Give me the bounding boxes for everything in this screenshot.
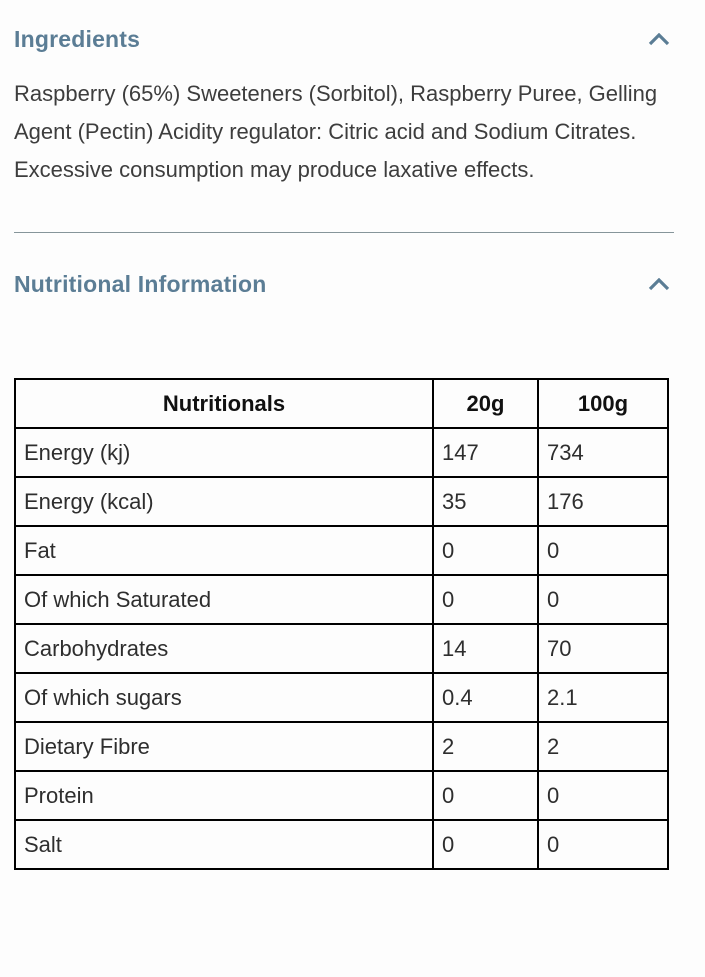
value-20g: 0 (432, 574, 539, 625)
value-20g: 0.4 (432, 672, 539, 723)
nutrient-label: Dietary Fibre (14, 721, 434, 772)
nutrition-section: Nutritional Information Nutritionals 20g… (14, 271, 671, 870)
nutrition-accordion-header[interactable]: Nutritional Information (14, 271, 671, 298)
value-100g: 2.1 (537, 672, 669, 723)
value-100g: 70 (537, 623, 669, 674)
nutrition-table: Nutritionals 20g 100g Energy (kj) 147 73… (14, 378, 669, 870)
value-20g: 0 (432, 819, 539, 870)
nutrient-label: Of which Saturated (14, 574, 434, 625)
table-row: Energy (kcal) 35 176 (14, 476, 669, 527)
table-row: Of which Saturated 0 0 (14, 574, 669, 625)
nutrient-label: Protein (14, 770, 434, 821)
value-100g: 0 (537, 525, 669, 576)
nutrient-label: Carbohydrates (14, 623, 434, 674)
table-row: Protein 0 0 (14, 770, 669, 821)
table-row: Salt 0 0 (14, 819, 669, 870)
value-20g: 2 (432, 721, 539, 772)
value-20g: 35 (432, 476, 539, 527)
table-row: Carbohydrates 14 70 (14, 623, 669, 674)
value-100g: 734 (537, 427, 669, 478)
ingredients-text: Raspberry (65%) Sweeteners (Sorbitol), R… (14, 81, 658, 182)
ingredients-accordion-header[interactable]: Ingredients (14, 26, 671, 53)
value-20g: 14 (432, 623, 539, 674)
table-row: Energy (kj) 147 734 (14, 427, 669, 478)
value-100g: 0 (537, 574, 669, 625)
section-divider (14, 232, 674, 233)
value-100g: 0 (537, 819, 669, 870)
table-row: Of which sugars 0.4 2.1 (14, 672, 669, 723)
chevron-up-icon[interactable] (647, 277, 671, 293)
ingredients-title: Ingredients (14, 26, 141, 52)
nutrient-label: Energy (kcal) (14, 476, 434, 527)
value-20g: 0 (432, 525, 539, 576)
value-20g: 0 (432, 770, 539, 821)
value-100g: 176 (537, 476, 669, 527)
value-100g: 0 (537, 770, 669, 821)
header-20g: 20g (432, 378, 539, 429)
nutrient-label: Of which sugars (14, 672, 434, 723)
ingredients-section: Ingredients Raspberry (65%) Sweeteners (… (14, 26, 671, 189)
chevron-up-icon[interactable] (647, 32, 671, 48)
value-100g: 2 (537, 721, 669, 772)
nutrition-title: Nutritional Information (14, 271, 267, 297)
nutrient-label: Salt (14, 819, 434, 870)
table-row: Dietary Fibre 2 2 (14, 721, 669, 772)
nutrient-label: Fat (14, 525, 434, 576)
value-20g: 147 (432, 427, 539, 478)
table-header-row: Nutritionals 20g 100g (14, 378, 669, 429)
nutrient-label: Energy (kj) (14, 427, 434, 478)
header-nutritionals: Nutritionals (14, 378, 434, 429)
header-100g: 100g (537, 378, 669, 429)
table-row: Fat 0 0 (14, 525, 669, 576)
